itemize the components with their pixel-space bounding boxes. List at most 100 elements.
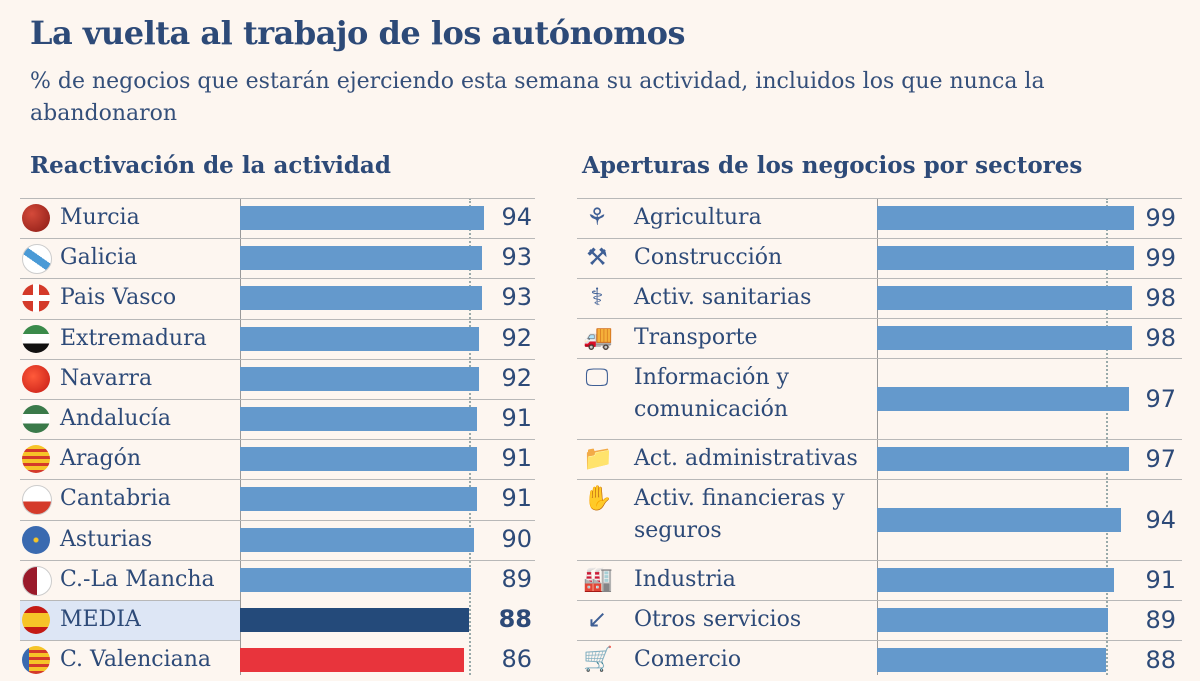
table-row xyxy=(20,600,240,642)
sector-label: Activ. financieras y seguros xyxy=(634,486,845,543)
value-label: 99 xyxy=(1145,244,1176,272)
region-label: Murcia xyxy=(60,205,140,230)
murcia-flag-icon xyxy=(22,204,50,232)
region-label: C. Valenciana xyxy=(60,647,212,673)
asturias-flag-icon xyxy=(22,525,50,554)
table-row xyxy=(577,318,1182,359)
value-label: 98 xyxy=(1145,324,1176,352)
table-row xyxy=(577,640,1182,681)
wheat-icon: ⚘ xyxy=(586,203,608,231)
stethoscope-icon: ⚕ xyxy=(590,283,604,311)
value-label: 93 xyxy=(501,283,532,312)
value-label: 89 xyxy=(1145,606,1176,634)
axis-line xyxy=(240,198,241,675)
cantabria-flag-icon xyxy=(22,485,52,516)
andalucia-flag-icon xyxy=(22,405,50,433)
table-row xyxy=(577,600,1182,641)
reference-line xyxy=(1105,198,1108,675)
arrow-box-icon: ↙ xyxy=(586,605,608,633)
value-label: 90 xyxy=(501,524,532,553)
sector-label: Construcción xyxy=(634,245,783,270)
sectors-chart: ⚘ Agricultura 99 ⚒ Construcción 99 ⚕ Activ. san… xyxy=(577,198,1182,675)
bar xyxy=(240,527,474,552)
value-label: 97 xyxy=(1145,445,1176,473)
table-row xyxy=(20,399,535,440)
value-label: 93 xyxy=(501,243,532,272)
table-row xyxy=(20,318,535,360)
table-row xyxy=(20,358,535,400)
value-label: 91 xyxy=(501,444,532,473)
bar xyxy=(240,447,477,472)
bar xyxy=(240,206,485,230)
region-label: Extremadura xyxy=(60,325,207,351)
table-row xyxy=(20,479,535,520)
value-label: 88 xyxy=(498,605,532,633)
value-label: 97 xyxy=(1145,384,1176,413)
castilla-la-mancha-flag-icon xyxy=(22,565,52,596)
table-row xyxy=(577,238,1182,279)
page-title: La vuelta al trabajo de los autónomos xyxy=(30,14,685,52)
bar xyxy=(877,386,1130,411)
sector-label: Transporte xyxy=(634,325,758,350)
cart-icon: 🛒 xyxy=(583,645,613,673)
table-row xyxy=(577,560,1182,601)
bar xyxy=(240,246,482,271)
region-label: Pais Vasco xyxy=(60,285,177,311)
factory-icon: 🏭 xyxy=(583,565,613,593)
bar xyxy=(877,447,1130,471)
value-label: 92 xyxy=(501,363,532,392)
region-label: Asturias xyxy=(60,526,153,552)
region-label: Cantabria xyxy=(60,486,171,512)
table-row xyxy=(577,278,1182,319)
valenciana-flag-icon xyxy=(22,646,50,675)
value-label: 86 xyxy=(501,645,532,674)
value-label: 88 xyxy=(1145,646,1176,674)
aragon-flag-icon xyxy=(22,445,50,474)
bar xyxy=(877,326,1132,350)
value-label: 89 xyxy=(501,564,532,593)
bar xyxy=(240,326,480,351)
sector-label: Otros servicios xyxy=(634,607,802,632)
bar xyxy=(877,608,1109,632)
folder-icon: 📁 xyxy=(583,444,613,472)
value-label: 92 xyxy=(501,323,532,352)
subtitle: % de negocios que estarán ejerciendo est… xyxy=(30,69,1045,126)
table-row xyxy=(577,439,1182,480)
region-label: Galicia xyxy=(60,245,138,271)
table-row xyxy=(577,358,1182,440)
spain-flag-icon xyxy=(22,606,50,634)
bar xyxy=(877,206,1135,230)
bar xyxy=(877,246,1135,270)
table-row xyxy=(20,278,535,319)
region-label: Aragón xyxy=(60,446,142,472)
galicia-flag-icon xyxy=(22,244,52,275)
region-label: MEDIA xyxy=(60,607,141,632)
right-chart-title: Aperturas de los negocios por sectores xyxy=(582,152,1083,179)
table-row xyxy=(20,559,535,601)
bar xyxy=(877,648,1106,672)
table-row xyxy=(20,640,240,681)
bar xyxy=(240,487,477,512)
bar xyxy=(240,648,464,673)
table-row xyxy=(20,439,535,480)
hand-coin-icon: ✋ xyxy=(583,484,613,512)
table-row xyxy=(20,198,535,239)
left-chart-title: Reactivación de la actividad xyxy=(30,152,391,179)
extremadura-flag-icon xyxy=(22,324,50,353)
pais-vasco-flag-icon xyxy=(22,284,50,313)
region-label: C.-La Mancha xyxy=(60,566,215,592)
trowel-bricks-icon: ⚒ xyxy=(586,243,608,271)
bar xyxy=(240,608,469,632)
sector-label: Comercio xyxy=(634,647,742,672)
monitor-icon: 🖵 xyxy=(585,363,609,391)
table-row xyxy=(20,238,535,279)
sector-label: Agricultura xyxy=(634,205,762,230)
reference-line xyxy=(468,198,471,675)
bar xyxy=(877,286,1132,310)
axis-line xyxy=(877,198,878,675)
value-label: 91 xyxy=(1145,566,1176,594)
value-label: 91 xyxy=(501,404,532,432)
sector-label: Información y comunicación xyxy=(634,365,789,422)
bar xyxy=(240,407,477,431)
bar xyxy=(240,286,482,311)
